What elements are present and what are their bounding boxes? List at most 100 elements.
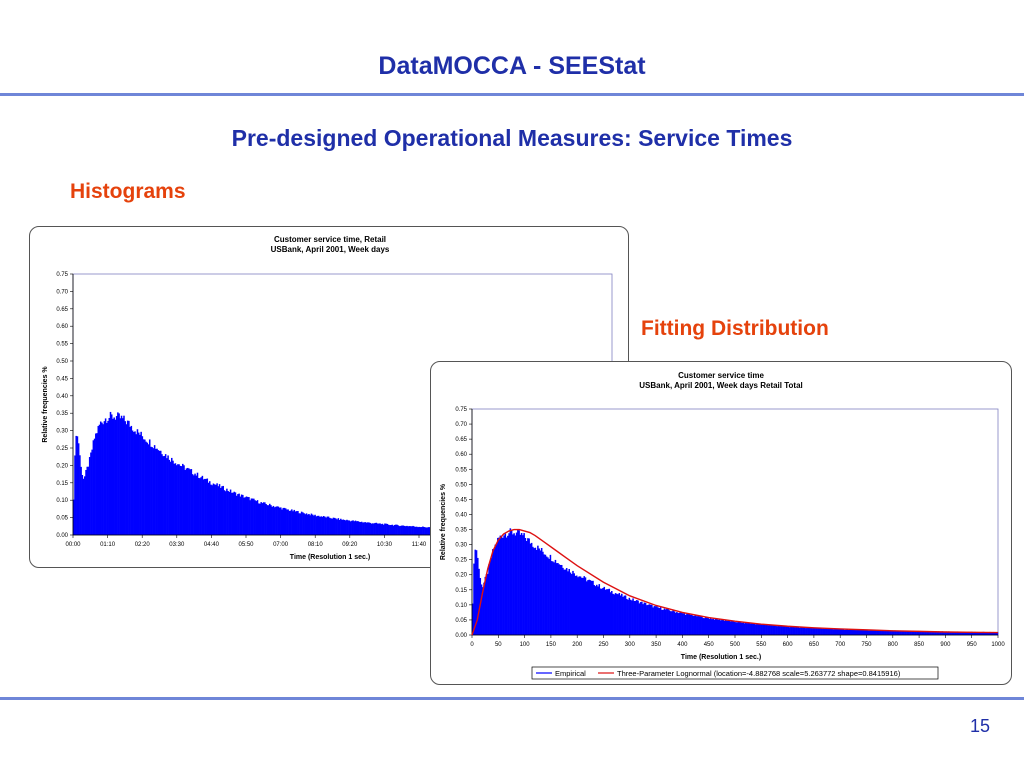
histogram-bar — [310, 513, 313, 535]
histogram-bar — [595, 584, 598, 635]
histogram-bar — [156, 448, 158, 535]
histogram-bar — [719, 620, 722, 635]
histogram-bar — [579, 576, 582, 635]
histogram-bar — [204, 478, 206, 535]
histogram-bar — [190, 469, 193, 535]
histogram-bar — [235, 495, 238, 535]
histogram-bar — [594, 586, 597, 635]
histogram-bar — [699, 616, 702, 635]
histogram-bar — [548, 558, 550, 635]
histogram-bar — [314, 514, 316, 535]
histogram-bar — [374, 522, 376, 535]
histogram-bar — [473, 563, 475, 635]
histogram-bar — [658, 608, 661, 635]
histogram-bar — [104, 418, 107, 535]
y-tick-label: 0.65 — [455, 437, 467, 443]
histogram-bar — [498, 537, 500, 635]
histogram-bar — [773, 625, 776, 635]
histogram-bar — [874, 630, 876, 635]
histogram-bar — [240, 494, 243, 535]
histogram-bar — [552, 561, 554, 635]
histogram-bar — [289, 510, 292, 535]
histogram-bar — [313, 515, 315, 535]
histogram-bar — [760, 623, 762, 635]
histogram-bar — [226, 488, 228, 535]
histogram-bar — [408, 526, 411, 535]
histogram-bar — [972, 632, 975, 635]
histogram-bar — [743, 623, 746, 635]
histogram-bar — [532, 546, 534, 635]
histogram-bar — [428, 527, 430, 535]
histogram-bar — [228, 491, 231, 535]
histogram-bar — [722, 619, 725, 635]
x-tick-label: 950 — [967, 642, 978, 648]
histogram-bar — [91, 449, 93, 535]
histogram-bar — [359, 522, 362, 535]
histogram-bar — [793, 627, 796, 635]
histogram-bar — [608, 588, 611, 635]
histogram-bar — [315, 516, 318, 535]
histogram-bar — [683, 613, 686, 635]
histogram-bar — [148, 439, 151, 535]
histogram-bar — [643, 602, 646, 635]
histogram-bar — [284, 508, 287, 535]
histogram-bar — [881, 630, 884, 635]
histogram-bar — [221, 486, 223, 535]
histogram-bar — [300, 511, 303, 535]
x-axis-label: Time (Resolution 1 sec.) — [290, 554, 370, 561]
histogram-bar — [956, 631, 959, 635]
histogram-bar — [81, 474, 84, 535]
histogram-bar — [215, 484, 217, 535]
histogram-bar — [189, 469, 191, 535]
histogram-bar — [753, 623, 756, 635]
histogram-bar — [102, 424, 104, 535]
histogram-bar — [321, 516, 324, 535]
y-tick-label: 0.05 — [56, 516, 68, 522]
histogram-bar — [701, 616, 703, 635]
histogram-bar — [222, 485, 224, 535]
y-tick-label: 0.35 — [455, 528, 467, 534]
histogram-bar — [250, 498, 253, 535]
histogram-bar — [308, 513, 310, 535]
histogram-bar — [87, 466, 90, 535]
histogram-bar — [157, 450, 160, 535]
histogram-bar — [540, 547, 543, 635]
histogram-bar — [340, 518, 342, 535]
histogram-bar — [420, 527, 423, 535]
histogram-bar — [762, 624, 765, 635]
histogram-bar — [484, 576, 487, 635]
histogram-bar — [796, 627, 798, 635]
histogram-bar — [319, 516, 321, 535]
histogram-bar — [737, 621, 740, 635]
histogram-bar — [487, 573, 489, 635]
histogram-bar — [987, 632, 990, 635]
x-tick-label: 02:20 — [135, 542, 151, 548]
histogram-bar — [294, 511, 297, 535]
histogram-bar — [671, 611, 673, 635]
x-tick-label: 650 — [809, 642, 820, 648]
histogram-bar — [82, 478, 85, 535]
histogram-bar — [508, 533, 510, 635]
histogram-bar — [653, 606, 656, 635]
histogram-bar — [554, 559, 557, 635]
histogram-bar — [985, 632, 988, 635]
histogram-bar — [763, 624, 766, 635]
x-tick-label: 03:30 — [169, 542, 185, 548]
x-tick-label: 400 — [677, 642, 688, 648]
histogram-bar — [360, 521, 363, 535]
histogram-bar — [137, 432, 140, 535]
histogram-bar — [269, 503, 271, 535]
x-tick-label: 450 — [704, 642, 715, 648]
histogram-bar — [646, 605, 648, 635]
histogram-bar — [900, 631, 902, 635]
histogram-bar — [747, 622, 750, 635]
histogram-bar — [721, 619, 723, 635]
histogram-bar — [84, 476, 86, 535]
histogram-bar — [876, 630, 879, 635]
histogram-bar — [76, 436, 79, 535]
histogram-bar — [765, 625, 767, 635]
histogram-bar — [125, 424, 128, 535]
histogram-bar — [136, 429, 139, 535]
histogram-bar — [580, 577, 583, 635]
